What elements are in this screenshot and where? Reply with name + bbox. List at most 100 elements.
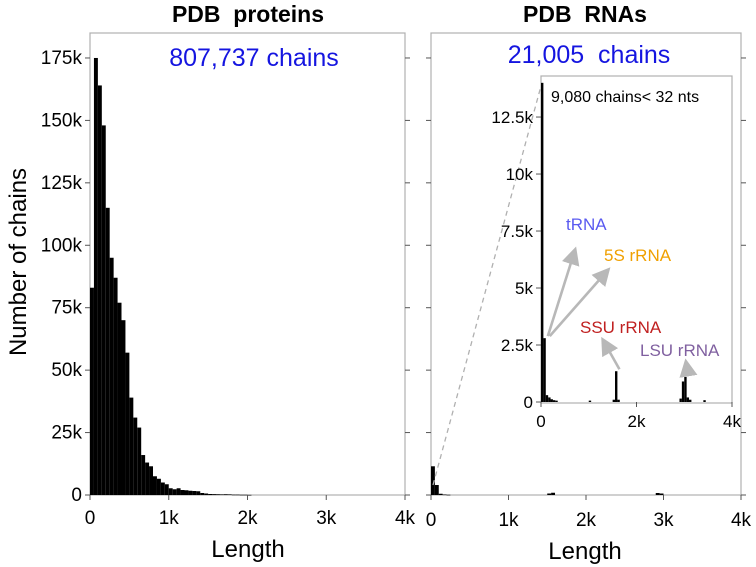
protein-bar (153, 476, 157, 495)
rna-bar (431, 466, 435, 495)
protein-bar (192, 491, 197, 495)
protein-bar (141, 455, 146, 495)
rna-inset: 0 2.5k 5k 7.5k 10k 12.5k 0 2k 4k 9,080 chains< … (491, 75, 741, 431)
protein-y-axis: 0 25k 50k 75k 100k 125k 150k 175k (41, 48, 410, 506)
protein-bar (101, 125, 106, 496)
protein-bar (231, 494, 236, 496)
protein-bar (90, 287, 94, 495)
protein-bar (212, 494, 216, 495)
inset-label-arrow (601, 336, 621, 370)
inset-bar (541, 82, 544, 402)
inset-bar (681, 381, 685, 402)
protein-bar (188, 490, 193, 495)
inset-label-arrow (548, 267, 611, 338)
protein-bar (200, 493, 205, 495)
inset-bars (541, 82, 706, 402)
inset-label-lsu-rrna: LSU rRNA (640, 341, 720, 360)
protein-x-axis: 0 1k 2k 3k 4k (85, 495, 416, 529)
inset-bar (588, 400, 592, 402)
protein-bar (129, 397, 134, 495)
rna-bar (655, 493, 660, 495)
protein-x-tick-label: 4k (395, 508, 416, 529)
rna-x-axis: 0 1k 2k 3k 4k (426, 495, 752, 531)
rna-panel-title: PDB RNAs (523, 1, 647, 27)
inset-bar (615, 371, 618, 402)
protein-y-tick-label: 0 (71, 485, 82, 506)
rna-chain-count: 21,005 chains (508, 41, 671, 69)
protein-panel-title: PDB proteins (172, 1, 324, 27)
rna-x-tick-label: 4k (731, 510, 752, 531)
rna-panel: PDB RNAs 21,005 chains 0 1k 2k 3k 4k Length … (426, 1, 752, 565)
protein-bar (219, 494, 224, 495)
protein-y-tick-label: 50k (51, 360, 82, 381)
protein-y-tick-label: 100k (41, 235, 83, 256)
inset-y-tick-label: 7.5k (501, 222, 534, 241)
inset-bar (679, 398, 682, 402)
protein-bar (168, 488, 173, 495)
rna-bar (434, 485, 439, 495)
inset-x-tick-label: 0 (536, 412, 545, 431)
protein-bar (156, 478, 161, 495)
protein-bar (184, 490, 189, 495)
inset-label-5s-rrna: 5S rRNA (604, 246, 672, 265)
inset-bar (552, 400, 556, 402)
protein-bar (223, 494, 228, 495)
protein-bar (196, 491, 201, 495)
inset-label-arrow (679, 358, 698, 378)
protein-bar (117, 302, 122, 495)
protein-bar (180, 490, 185, 495)
rna-x-tick-label: 3k (653, 510, 674, 531)
protein-bar (97, 85, 102, 495)
rna-x-axis-label: Length (548, 538, 621, 565)
rna-x-tick-label: 0 (426, 510, 437, 531)
protein-bar (105, 207, 110, 495)
protein-bar (149, 466, 153, 495)
protein-bar (235, 494, 240, 496)
protein-x-tick-label: 0 (85, 508, 96, 529)
rna-bar (659, 493, 664, 495)
rna-x-tick-label: 1k (498, 510, 519, 531)
protein-bar (243, 494, 248, 496)
inset-y-tick-label: 2.5k (501, 336, 534, 355)
protein-bar (172, 489, 177, 495)
inset-bar (703, 400, 706, 402)
inset-bar (543, 338, 546, 402)
protein-chain-count: 807,737 chains (169, 44, 339, 72)
rna-bar (442, 494, 447, 496)
inset-bar (689, 399, 692, 402)
protein-bar (164, 484, 169, 495)
protein-bar (204, 493, 209, 495)
protein-y-tick-label: 175k (41, 48, 83, 69)
inset-label-trna: tRNA (566, 215, 607, 234)
inset-y-tick-label: 5k (515, 279, 533, 298)
protein-bar (137, 427, 142, 495)
inset-short-chain-note: 9,080 chains< 32 nts (551, 89, 699, 106)
rna-y-axis (426, 57, 746, 496)
zoom-connector-top (432, 85, 542, 486)
protein-bar (93, 57, 98, 495)
protein-bar (216, 494, 220, 495)
inset-label-ssu-rrna: SSU rRNA (580, 318, 662, 337)
protein-y-tick-label: 75k (51, 298, 82, 319)
inset-bar (617, 399, 620, 402)
protein-x-tick-label: 2k (237, 508, 258, 529)
inset-y-tick-label: 12.5k (491, 108, 533, 127)
protein-bar (208, 494, 213, 495)
protein-bar (121, 320, 126, 495)
protein-bar (160, 482, 165, 495)
rna-bar (551, 492, 556, 495)
protein-bars (90, 57, 252, 496)
protein-panel: PDB proteins 807,737 chains 0 25k 50k 75k 10… (5, 1, 416, 563)
inset-background (541, 76, 732, 403)
protein-bar (113, 277, 118, 495)
protein-bar (227, 494, 232, 495)
protein-x-tick-label: 3k (316, 508, 337, 529)
protein-bar (133, 417, 138, 495)
protein-bar (176, 488, 181, 495)
inset-bar (545, 395, 549, 402)
inset-label-arrow (546, 246, 580, 337)
protein-y-tick-label: 125k (41, 173, 83, 194)
inset-bar (686, 397, 690, 402)
protein-y-axis-label: Number of chains (5, 168, 32, 356)
